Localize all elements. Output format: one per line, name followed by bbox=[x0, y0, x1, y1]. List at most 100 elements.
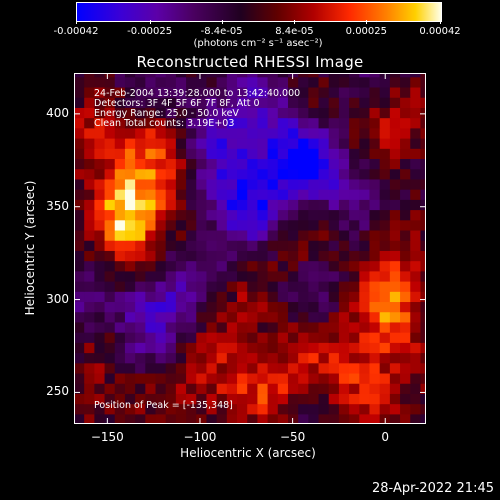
heatmap-cell bbox=[389, 250, 401, 262]
heatmap-cell bbox=[420, 229, 426, 241]
heatmap-cell bbox=[206, 352, 218, 364]
heatmap-cell bbox=[226, 321, 238, 333]
heatmap-cell bbox=[247, 199, 259, 211]
heatmap-cell bbox=[400, 250, 411, 262]
heatmap-cell bbox=[328, 168, 340, 180]
heatmap-cell bbox=[165, 342, 177, 354]
heatmap-cell bbox=[186, 168, 197, 180]
heatmap-cell bbox=[247, 219, 259, 231]
heatmap-cell bbox=[114, 413, 126, 424]
heatmap-cell bbox=[135, 362, 146, 374]
heatmap-cell bbox=[420, 107, 426, 119]
heatmap-cell bbox=[135, 332, 146, 343]
heatmap-cell bbox=[410, 311, 422, 323]
heatmap-cell bbox=[328, 352, 340, 364]
heatmap-cell bbox=[287, 321, 299, 333]
heatmap-cell bbox=[359, 260, 371, 272]
heatmap-cell bbox=[114, 168, 126, 180]
heatmap-cell bbox=[267, 332, 279, 343]
heatmap-cell bbox=[175, 383, 187, 394]
heatmap-cell bbox=[165, 199, 177, 211]
heatmap-cell bbox=[400, 413, 411, 424]
heatmap-cell bbox=[135, 209, 146, 221]
heatmap-cell bbox=[175, 199, 187, 211]
heatmap-cell bbox=[267, 107, 279, 119]
heatmap-cell bbox=[328, 73, 340, 78]
heatmap-cell bbox=[338, 76, 350, 88]
heatmap-cell bbox=[308, 107, 320, 119]
y-tick-label: 250 bbox=[46, 384, 69, 399]
heatmap-cell bbox=[287, 199, 299, 211]
heatmap-cell bbox=[379, 270, 391, 282]
heatmap-cell bbox=[267, 240, 279, 251]
heatmap-cell bbox=[175, 86, 187, 98]
heatmap-cell bbox=[186, 393, 197, 405]
heatmap-cell bbox=[247, 352, 259, 364]
heatmap-cell bbox=[277, 372, 289, 384]
heatmap-cell bbox=[379, 229, 391, 241]
heatmap-cell bbox=[287, 76, 299, 88]
heatmap-cell bbox=[206, 291, 218, 303]
heatmap-cell bbox=[338, 199, 350, 211]
heatmap-cell bbox=[196, 178, 208, 190]
heatmap-cell bbox=[359, 189, 371, 200]
heatmap-cell bbox=[420, 352, 426, 364]
heatmap-cell bbox=[165, 311, 177, 323]
heatmap-cell bbox=[104, 291, 116, 303]
heatmap-cell bbox=[349, 260, 360, 272]
heatmap-plot: 24-Feb-2004 13:39:28.000 to 13:42:40.000… bbox=[74, 73, 426, 424]
heatmap-cell bbox=[114, 97, 126, 108]
heatmap-cell bbox=[186, 332, 197, 343]
heatmap-cell bbox=[104, 362, 116, 374]
heatmap-cell bbox=[257, 332, 269, 343]
heatmap-cell bbox=[298, 76, 309, 88]
heatmap-cell bbox=[206, 342, 218, 354]
x-tick-label: −50 bbox=[279, 430, 306, 444]
heatmap-cell bbox=[135, 240, 146, 251]
heatmap-cell bbox=[318, 270, 330, 282]
heatmap-cell bbox=[349, 250, 360, 262]
heatmap-cell bbox=[379, 352, 391, 364]
heatmap-cell bbox=[94, 240, 106, 251]
heatmap-cell bbox=[237, 281, 248, 292]
heatmap-cell bbox=[420, 178, 426, 190]
heatmap-cell bbox=[318, 76, 330, 88]
heatmap-cell bbox=[298, 158, 309, 170]
heatmap-cell bbox=[206, 362, 218, 374]
heatmap-cell bbox=[226, 342, 238, 354]
heatmap-cell bbox=[145, 127, 157, 139]
heatmap-cell bbox=[196, 321, 208, 333]
heatmap-cell bbox=[389, 107, 401, 119]
heatmap-cell bbox=[379, 383, 391, 394]
heatmap-cell bbox=[74, 178, 85, 190]
heatmap-cell bbox=[226, 189, 238, 200]
heatmap-cell bbox=[206, 332, 218, 343]
heatmap-cell bbox=[328, 240, 340, 251]
heatmap-cell bbox=[379, 209, 391, 221]
heatmap-cell bbox=[298, 291, 309, 303]
heatmap-cell bbox=[226, 76, 238, 88]
heatmap-cell bbox=[186, 209, 197, 221]
heatmap-cell bbox=[186, 301, 197, 313]
heatmap-cell bbox=[359, 403, 371, 415]
heatmap-cell bbox=[349, 372, 360, 384]
heatmap-cell bbox=[175, 352, 187, 364]
heatmap-cell bbox=[369, 219, 381, 231]
heatmap-cell bbox=[124, 73, 136, 78]
heatmap-cell bbox=[349, 301, 360, 313]
heatmap-cell bbox=[175, 97, 187, 108]
heatmap-cell bbox=[94, 117, 106, 129]
heatmap-cell bbox=[94, 393, 106, 405]
heatmap-cell bbox=[308, 240, 320, 251]
heatmap-cell bbox=[104, 76, 116, 88]
heatmap-cell bbox=[257, 117, 269, 129]
heatmap-cell bbox=[84, 209, 95, 221]
heatmap-cell bbox=[196, 219, 208, 231]
heatmap-cell bbox=[410, 168, 422, 180]
heatmap-cell bbox=[257, 73, 269, 78]
heatmap-cell bbox=[186, 352, 197, 364]
colorbar-tick bbox=[221, 20, 223, 24]
heatmap-cell bbox=[267, 413, 279, 424]
colorbar-tick-label: 0.00042 bbox=[419, 26, 461, 37]
heatmap-cell bbox=[308, 209, 320, 221]
